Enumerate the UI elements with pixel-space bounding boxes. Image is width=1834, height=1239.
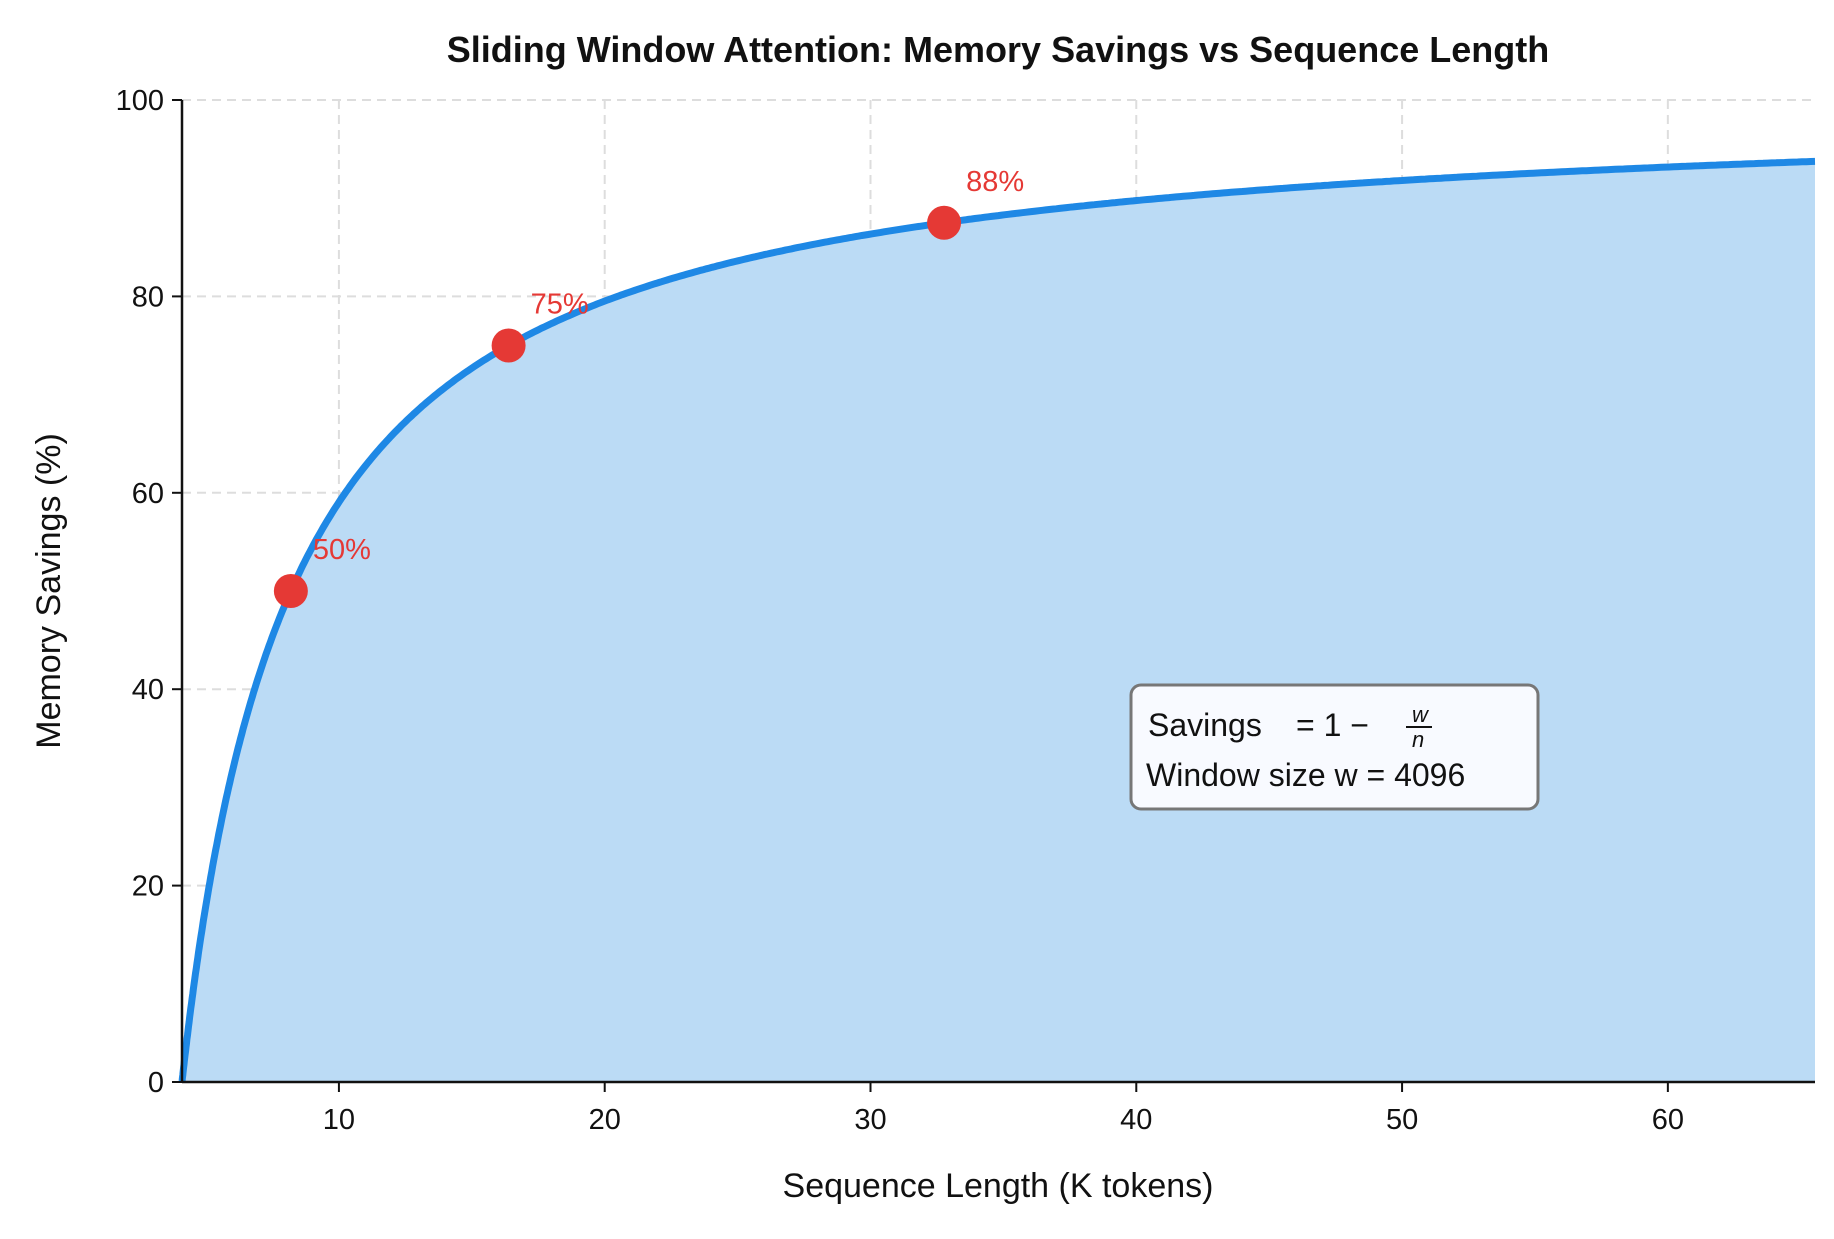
y-tick-label: 0: [148, 1067, 164, 1099]
annotation-line2: Window size w = 4096: [1146, 757, 1465, 793]
y-tick-label: 100: [116, 85, 164, 117]
x-tick-label: 50: [1386, 1104, 1418, 1136]
chart-title: Sliding Window Attention: Memory Savings…: [447, 29, 1549, 70]
x-tick-label: 20: [589, 1104, 621, 1136]
y-tick-label: 60: [132, 478, 164, 510]
y-tick-label: 80: [132, 281, 164, 313]
marker-point: [927, 205, 962, 240]
marker-label: 88%: [966, 166, 1024, 198]
annotation-box: [1129, 683, 1540, 811]
marker-point: [273, 574, 308, 608]
y-axis-label: Memory Savings (%): [30, 433, 68, 749]
x-tick-label: 60: [1652, 1104, 1684, 1136]
annotation-line1-eq: = 1 −: [1296, 707, 1369, 743]
x-tick-label: 30: [854, 1104, 886, 1136]
formula-annotation: Savings = 1 − w n Window size w = 4096: [1129, 683, 1540, 811]
x-tick-label: 10: [323, 1104, 355, 1136]
y-tick-label: 20: [132, 871, 164, 903]
marker-label: 75%: [531, 289, 589, 321]
annotation-frac-num: w: [1412, 702, 1430, 727]
markers: 50% 75% 88%: [273, 166, 1024, 608]
marker-label: 50%: [313, 534, 371, 566]
savings-line: [178, 157, 1816, 1083]
x-tick-label: 40: [1120, 1104, 1152, 1136]
axes: 10 20 30 40 50 60 0 20 40 60 80 100: [116, 85, 1815, 1136]
y-tick-label: 40: [132, 674, 164, 706]
annotation-line1-prefix: Savings: [1148, 707, 1262, 743]
annotation-frac-den: n: [1412, 727, 1424, 752]
x-axis-label: Sequence Length (K tokens): [783, 1167, 1214, 1205]
marker-point: [491, 328, 526, 363]
area-fill: [182, 161, 1815, 1082]
